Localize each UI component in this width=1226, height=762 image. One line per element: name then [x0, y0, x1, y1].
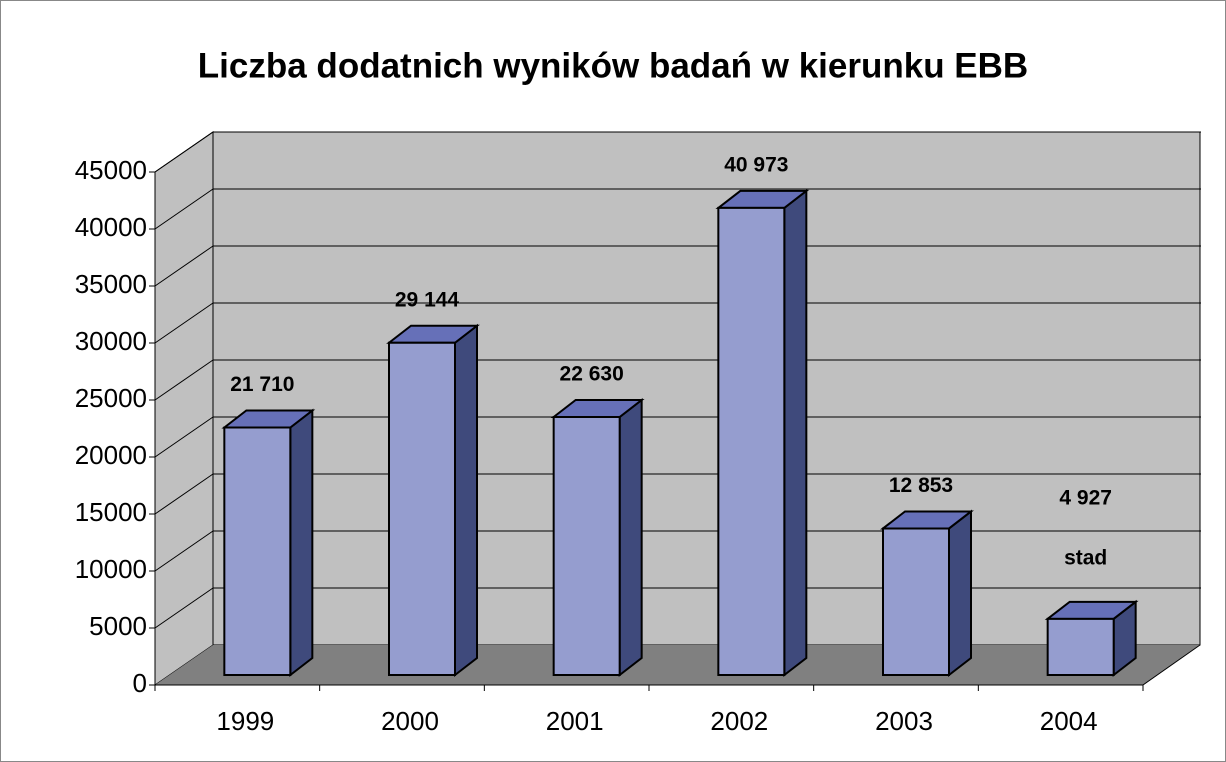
bar-side — [289, 408, 314, 678]
x-tick-label: 2000 — [381, 706, 439, 736]
grid-line — [154, 587, 214, 629]
chart-title: Liczba dodatnich wyników badań w kierunk… — [198, 46, 1028, 85]
x-tick-label: 2002 — [710, 706, 768, 736]
bar-face — [882, 527, 950, 676]
y-tick-label: 15000 — [75, 497, 147, 527]
y-tick-label: 0 — [133, 668, 147, 698]
y-tick-label: 30000 — [75, 326, 147, 356]
annotation: stad — [1064, 546, 1107, 569]
x-tick-label: 2003 — [875, 706, 933, 736]
bar-side — [948, 509, 972, 678]
x-tick-label: 2001 — [546, 706, 604, 736]
value-label: 40 973 — [724, 153, 788, 176]
back-wall — [212, 131, 1201, 646]
grid-line — [154, 473, 214, 515]
bar-face — [552, 416, 621, 676]
bar-side — [783, 188, 808, 678]
grid-line — [154, 530, 214, 572]
y-tick-label: 40000 — [75, 212, 147, 242]
value-label: 4 927 — [1059, 486, 1112, 509]
bar — [1044, 599, 1139, 678]
y-tick-label: 35000 — [75, 269, 147, 299]
bar — [386, 323, 480, 678]
grid-line — [154, 359, 214, 401]
bar — [550, 397, 645, 678]
grid-line — [154, 188, 214, 230]
value-label: 21 710 — [230, 373, 294, 396]
bar-side — [454, 323, 478, 678]
y-tick-label: 20000 — [75, 440, 147, 470]
bar — [880, 509, 974, 678]
y-tick-label: 45000 — [75, 155, 147, 185]
y-tick-label: 5000 — [89, 611, 147, 641]
bar — [715, 188, 810, 678]
y-tick-label: 10000 — [75, 554, 147, 584]
value-label: 29 144 — [395, 288, 460, 311]
x-tick-label: 2004 — [1040, 706, 1098, 736]
bar-face — [1046, 617, 1115, 676]
bar-face — [388, 341, 456, 676]
bar-side — [618, 397, 643, 678]
value-label: 12 853 — [889, 474, 953, 497]
bar — [221, 408, 316, 678]
grid-line — [154, 302, 214, 344]
floor-edge — [1142, 644, 1201, 686]
bar-face — [223, 426, 292, 676]
side-wall — [154, 131, 214, 686]
grid-line — [154, 416, 214, 458]
value-label: 22 630 — [560, 363, 624, 386]
y-tick-label: 25000 — [75, 383, 147, 413]
grid-line — [154, 131, 214, 173]
grid-line — [154, 245, 214, 287]
bar-face — [717, 206, 786, 676]
x-tick-label: 1999 — [216, 706, 274, 736]
